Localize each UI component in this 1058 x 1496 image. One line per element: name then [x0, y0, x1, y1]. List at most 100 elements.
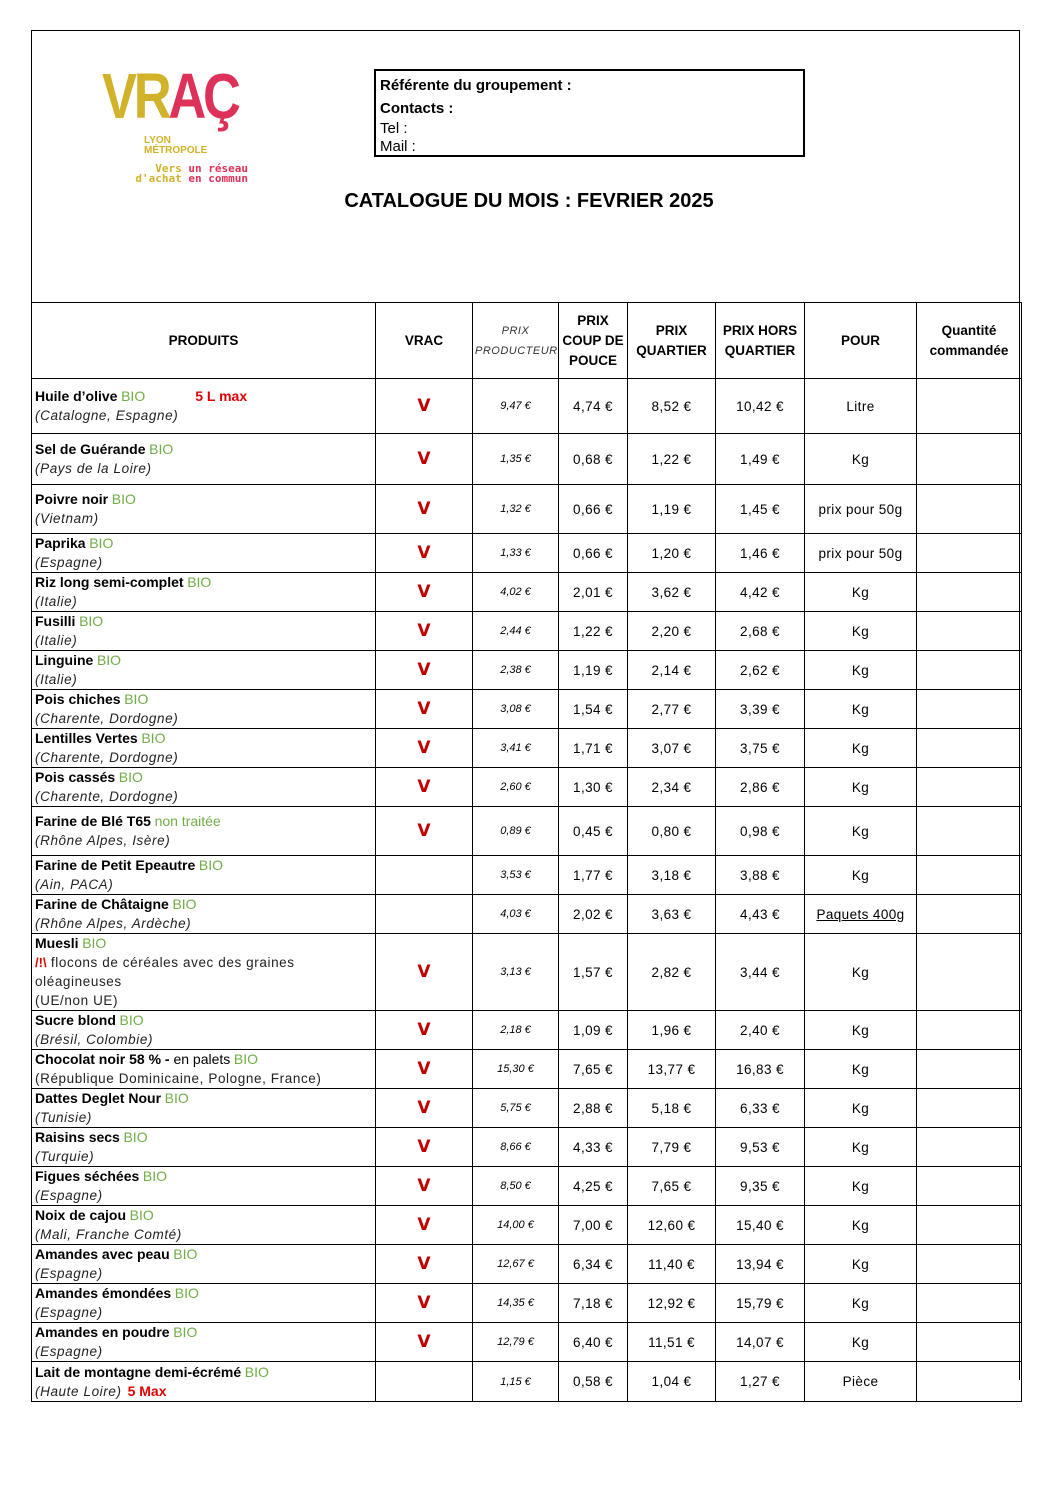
- prix-coup-de-pouce: 4,33 €: [558, 1127, 628, 1167]
- quantite-input-cell[interactable]: [916, 650, 1022, 690]
- prix-quartier: 1,96 €: [627, 1010, 716, 1050]
- product-origin-line: (Italie): [35, 592, 373, 611]
- prix-hors-quartier: 2,62 €: [715, 650, 805, 690]
- prix-coup-de-pouce: 7,65 €: [558, 1049, 628, 1089]
- vrac-check-icon: V: [417, 1020, 431, 1040]
- product-cell: Figues séchées BIO (Espagne): [31, 1166, 376, 1206]
- product-label-tag: non traitée: [154, 813, 221, 829]
- prix-producteur: 3,41 €: [472, 728, 559, 768]
- quantite-input-cell[interactable]: [916, 1049, 1022, 1089]
- table-row: Amandes émondées BIO (Espagne) V 14,35 €7,1…: [31, 1283, 1022, 1323]
- quantite-input-cell[interactable]: [916, 1244, 1022, 1284]
- table-row: Farine de Châtaigne BIO (Rhône Alpes, Ard…: [31, 894, 1022, 934]
- quantite-input-cell[interactable]: [916, 1088, 1022, 1128]
- table-row: Riz long semi-complet BIO (Italie) V 4,02 €…: [31, 572, 1022, 612]
- logo-tagline: Vers un réseau d'achat en commun: [104, 163, 248, 185]
- prix-quartier: 12,92 €: [627, 1283, 716, 1323]
- pour-cell: Kg: [804, 1166, 917, 1206]
- product-origin-line: (Rhône Alpes, Isère): [35, 831, 373, 850]
- prix-producteur: 1,35 €: [472, 433, 559, 485]
- product-label-tag: BIO: [124, 691, 149, 707]
- product-cell: Huile d’olive BIO 5 L max (Catalogne, Espa…: [31, 378, 376, 434]
- quantite-input-cell[interactable]: [916, 1361, 1022, 1402]
- product-origin: (Italie): [35, 672, 78, 687]
- quantite-input-cell[interactable]: [916, 484, 1022, 534]
- product-name-suffix: en palets: [169, 1051, 231, 1067]
- product-cell: Linguine BIO (Italie): [31, 650, 376, 690]
- prix-hors-quartier: 2,86 €: [715, 767, 805, 807]
- product-origin: (Charente, Dordogne): [35, 711, 179, 726]
- product-name-line: Pois chiches BIO: [35, 690, 373, 709]
- quantite-input-cell[interactable]: [916, 728, 1022, 768]
- quantite-input-cell[interactable]: [916, 611, 1022, 651]
- col-pour: POUR: [804, 302, 917, 379]
- quantite-input-cell[interactable]: [916, 1166, 1022, 1206]
- quantite-input-cell[interactable]: [916, 1322, 1022, 1362]
- quantite-input-cell[interactable]: [916, 933, 1022, 1011]
- product-label-tag: BIO: [96, 652, 122, 668]
- unit-label: prix pour 50g: [818, 501, 903, 517]
- prix-producteur: 3,08 €: [472, 689, 559, 729]
- col-quantite: Quantité commandée: [916, 302, 1022, 379]
- prix-hors-quartier: 16,83 €: [715, 1049, 805, 1089]
- quantite-input-cell[interactable]: [916, 767, 1022, 807]
- vrac-cell: V: [375, 933, 473, 1011]
- quantite-input-cell[interactable]: [916, 1205, 1022, 1245]
- prix-coup-de-pouce: 0,66 €: [558, 484, 628, 534]
- vrac-cell: V: [375, 650, 473, 690]
- unit-label: Kg: [851, 584, 870, 600]
- quantite-input-cell[interactable]: [916, 1283, 1022, 1323]
- pour-cell: Kg: [804, 1088, 917, 1128]
- quantite-input-cell[interactable]: [916, 855, 1022, 895]
- prix-producteur: 3,53 €: [472, 855, 559, 895]
- col-produits: PRODUITS: [31, 302, 376, 379]
- product-label-tag: BIO: [244, 1363, 269, 1380]
- prix-coup-de-pouce: 2,88 €: [558, 1088, 628, 1128]
- product-name: Paprika: [35, 535, 86, 551]
- product-name-line: Paprika BIO: [35, 534, 373, 553]
- product-cell: Noix de cajou BIO (Mali, Franche Comté): [31, 1205, 376, 1245]
- pour-cell: Kg: [804, 1127, 917, 1167]
- product-name-line: Sucre blond BIO: [35, 1011, 373, 1030]
- table-row: Lait de montagne demi-écrémé BIO (Haute L…: [31, 1361, 1022, 1402]
- unit-label: Kg: [851, 1139, 870, 1155]
- pour-cell: Kg: [804, 728, 917, 768]
- quantite-input-cell[interactable]: [916, 806, 1022, 856]
- vrac-logo: VRAÇ LYON MÉTROPOLE Vers un réseau d'acha…: [100, 64, 250, 188]
- product-name-line: Chocolat noir 58 % - en palets BIO: [35, 1050, 373, 1069]
- product-cell: Fusilli BIO (Italie): [31, 611, 376, 651]
- table-row: Figues séchées BIO (Espagne) V 8,50 €4,25 €…: [31, 1166, 1022, 1206]
- product-name-line: Riz long semi-complet BIO: [35, 573, 373, 592]
- vrac-cell: V: [375, 572, 473, 612]
- prix-coup-de-pouce: 1,71 €: [558, 728, 628, 768]
- quantite-input-cell[interactable]: [916, 433, 1022, 485]
- product-name-line: Farine de Châtaigne BIO: [35, 895, 373, 914]
- quantite-input-cell[interactable]: [916, 533, 1022, 573]
- table-row: Sucre blond BIO (Brésil, Colombie) V 2,18 €…: [31, 1010, 1022, 1050]
- quantite-input-cell[interactable]: [916, 1010, 1022, 1050]
- product-label-tag: BIO: [129, 1207, 154, 1223]
- catalogue-table: PRODUITS VRAC PRIX PRODUCTEUR PRIX COUP …: [31, 302, 1022, 1402]
- vrac-cell: V: [375, 433, 473, 485]
- quantite-input-cell[interactable]: [916, 378, 1022, 434]
- quantite-input-cell[interactable]: [916, 689, 1022, 729]
- product-name: Farine de Petit Epeautre: [35, 857, 196, 873]
- vrac-cell: V: [375, 1088, 473, 1128]
- prix-coup-de-pouce: 2,01 €: [558, 572, 628, 612]
- vrac-cell: V: [375, 378, 473, 434]
- prix-quartier: 11,51 €: [627, 1322, 716, 1362]
- vrac-cell: V: [375, 1166, 473, 1206]
- prix-hors-quartier: 4,42 €: [715, 572, 805, 612]
- product-origin: (Italie): [35, 633, 78, 648]
- logo-city: LYON MÉTROPOLE: [144, 136, 207, 156]
- pour-cell: Kg: [804, 572, 917, 612]
- product-name: Farine de Blé T65: [35, 813, 151, 829]
- quantite-input-cell[interactable]: [916, 1127, 1022, 1167]
- quantite-input-cell[interactable]: [916, 572, 1022, 612]
- product-origin: (Catalogne, Espagne): [35, 408, 179, 423]
- logo-tagline-3: d'achat: [135, 172, 189, 185]
- quantite-input-cell[interactable]: [916, 894, 1022, 934]
- table-row: Raisins secs BIO (Turquie) V 8,66 €4,33 €7,…: [31, 1127, 1022, 1167]
- prix-quartier: 5,18 €: [627, 1088, 716, 1128]
- tel-label: Tel :: [380, 120, 408, 137]
